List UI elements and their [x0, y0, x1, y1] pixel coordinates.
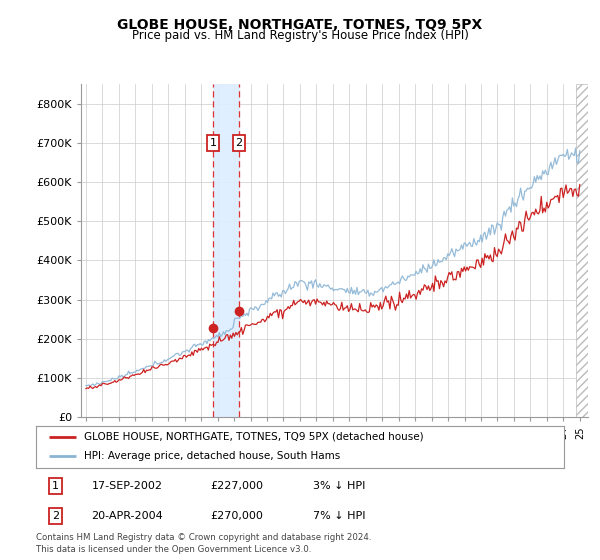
Text: 3% ↓ HPI: 3% ↓ HPI	[313, 480, 365, 491]
Text: Price paid vs. HM Land Registry's House Price Index (HPI): Price paid vs. HM Land Registry's House …	[131, 29, 469, 42]
Text: £270,000: £270,000	[210, 511, 263, 521]
Bar	[575, 84, 590, 417]
Bar	[213, 84, 239, 417]
Text: GLOBE HOUSE, NORTHGATE, TOTNES, TQ9 5PX (detached house): GLOBE HOUSE, NORTHGATE, TOTNES, TQ9 5PX …	[83, 432, 423, 442]
Text: 2: 2	[52, 511, 59, 521]
Text: 17-SEP-2002: 17-SEP-2002	[91, 480, 163, 491]
Text: 1: 1	[52, 480, 59, 491]
Text: 7% ↓ HPI: 7% ↓ HPI	[313, 511, 366, 521]
Text: Contains HM Land Registry data © Crown copyright and database right 2024.
This d: Contains HM Land Registry data © Crown c…	[36, 533, 371, 554]
Text: 1: 1	[209, 138, 217, 148]
Text: £227,000: £227,000	[210, 480, 263, 491]
Text: 20-APR-2004: 20-APR-2004	[91, 511, 163, 521]
Text: HPI: Average price, detached house, South Hams: HPI: Average price, detached house, Sout…	[83, 451, 340, 461]
Text: GLOBE HOUSE, NORTHGATE, TOTNES, TQ9 5PX: GLOBE HOUSE, NORTHGATE, TOTNES, TQ9 5PX	[118, 18, 482, 32]
Text: 2: 2	[235, 138, 242, 148]
